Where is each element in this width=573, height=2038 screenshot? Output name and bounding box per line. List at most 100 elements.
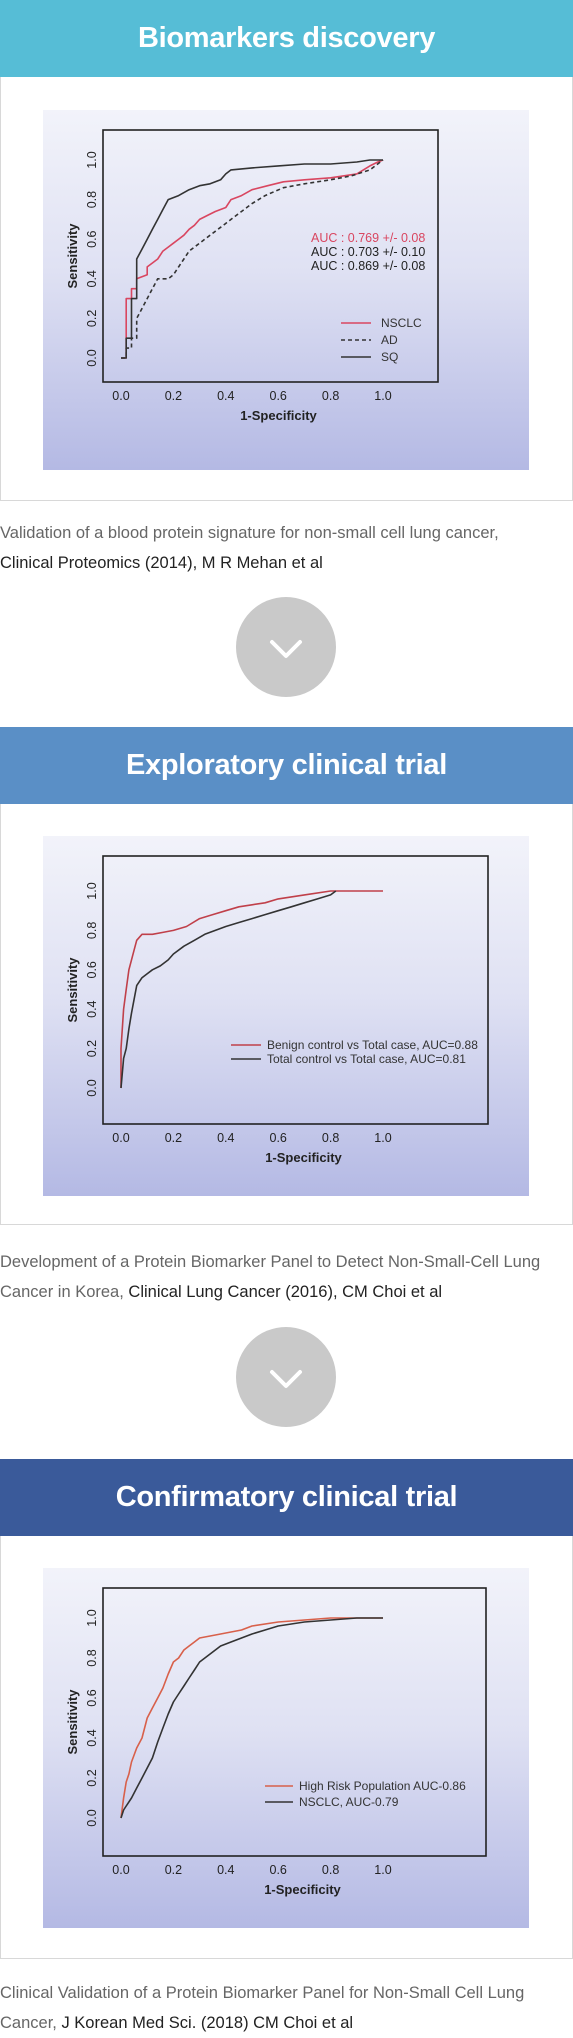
y-tick-group: 0.2 (85, 1040, 99, 1057)
y-tick-label: 0.2 (85, 1040, 99, 1057)
y-tick-label: 0.4 (85, 1729, 99, 1746)
roc-chart-svg: 0.0 0.2 0.4 0.6 0.8 1.0 0.0 0.2 0.4 0.6 0.8 1.0 1-Sp… (65, 129, 439, 423)
y-tick-label: 0.0 (85, 1079, 99, 1096)
y-tick-label: 0.4 (85, 270, 99, 287)
x-tick-label: 1.0 (374, 1131, 391, 1145)
legend-label: High Risk Population AUC-0.86 (299, 1779, 466, 1793)
citation: Development of a Protein Biomarker Panel… (0, 1247, 560, 1307)
next-step-arrow[interactable] (236, 597, 336, 697)
y-tick-label: 0.6 (85, 230, 99, 247)
roc-chart-1: 0.0 0.2 0.4 0.6 0.8 1.0 0.0 0.2 0.4 0.6 0.8 1.0 1-Sp… (43, 110, 529, 470)
y-tick-group: 1.0 (85, 151, 99, 168)
y-tick-label: 0.8 (85, 191, 99, 208)
y-tick-group: 1.0 (85, 882, 99, 899)
y-tick-label: 0.6 (85, 1689, 99, 1706)
series-line (121, 159, 384, 359)
x-axis-label: 1-Specificity (264, 1882, 341, 1897)
y-tick-label: 1.0 (85, 151, 99, 168)
x-tick-label: 0.0 (112, 1131, 129, 1145)
section-banner-exploratory-clinical-trial: Exploratory clinical trial (0, 727, 573, 804)
plot-frame (102, 855, 489, 1125)
series-line (120, 1617, 383, 1819)
section-title: Exploratory clinical trial (126, 749, 447, 781)
y-axis-label-group: Sensitivity (65, 1689, 80, 1755)
chevron-down-icon (270, 1370, 302, 1388)
section-banner-confirmatory-clinical-trial: Confirmatory clinical trial (0, 1459, 573, 1536)
auc-annotation: AUC : 0.769 +/- 0.08 (311, 231, 425, 245)
series-line (120, 1617, 383, 1819)
y-tick-label: 1.0 (85, 882, 99, 899)
x-tick-label: 0.8 (322, 1131, 339, 1145)
legend-label: Benign control vs Total case, AUC=0.88 (267, 1038, 478, 1052)
citation-source: Clinical Lung Cancer (2016), CM Choi et … (128, 1283, 443, 1301)
chevron-down-icon (270, 640, 302, 658)
citation: Clinical Validation of a Protein Biomark… (0, 1978, 560, 2038)
series-line (121, 159, 383, 359)
x-tick-label: 0.2 (165, 389, 182, 403)
x-tick-label: 0.6 (270, 389, 287, 403)
legend-label: Total control vs Total case, AUC=0.81 (267, 1052, 466, 1066)
x-tick-label: 0.0 (112, 389, 129, 403)
section-title: Biomarkers discovery (137, 22, 436, 54)
citation-title: Development of a Protein Biomarker Panel… (0, 1253, 541, 1301)
y-axis-label: Sensitivity (65, 1689, 80, 1755)
y-tick-label: 0.8 (85, 1649, 99, 1666)
roc-chart-2: 0.0 0.2 0.4 0.6 0.8 1.0 0.0 0.2 0.4 0.6 0.8 1.0 1-Sp… (43, 836, 529, 1196)
roc-chart-svg: 0.0 0.2 0.4 0.6 0.8 1.0 0.0 0.2 0.4 0.6 0.8 1.0 1-Sp… (65, 855, 489, 1165)
y-tick-group: 0.2 (85, 1769, 99, 1786)
y-tick-group: 0.4 (85, 1729, 99, 1746)
y-tick-group: 0.2 (85, 310, 99, 327)
y-tick-label: 0.8 (85, 922, 99, 939)
section-banner-biomarkers-discovery: Biomarkers discovery (0, 0, 573, 77)
x-axis-label: 1-Specificity (240, 408, 317, 423)
x-tick-label: 0.2 (165, 1131, 182, 1145)
roc-chart-3: 0.0 0.2 0.4 0.6 0.8 1.0 0.0 0.2 0.4 0.6 0.8 1.0 1-Sp… (43, 1568, 529, 1928)
x-tick-label: 0.4 (217, 1131, 234, 1145)
y-axis-label-group: Sensitivity (65, 223, 80, 289)
auc-annotation: AUC : 0.869 +/- 0.08 (311, 259, 425, 273)
citation-source: Clinical Proteomics (2014), M R Mehan et… (0, 554, 323, 572)
y-tick-group: 0.8 (85, 1649, 99, 1666)
y-tick-group: 0.6 (85, 1689, 99, 1706)
y-tick-label: 1.0 (85, 1609, 99, 1626)
y-axis-label-group: Sensitivity (65, 957, 80, 1023)
y-tick-group: 0.0 (85, 1809, 99, 1826)
y-axis-label: Sensitivity (65, 957, 80, 1023)
y-tick-group: 0.4 (85, 1000, 99, 1017)
plot-frame (102, 129, 439, 383)
y-tick-label: 0.4 (85, 1000, 99, 1017)
x-tick-label: 0.4 (217, 1863, 234, 1877)
y-tick-label: 0.2 (85, 310, 99, 327)
x-tick-label: 1.0 (374, 389, 391, 403)
series-line (120, 890, 337, 1089)
y-tick-group: 0.8 (85, 191, 99, 208)
y-tick-label: 0.0 (85, 1809, 99, 1826)
x-tick-label: 0.6 (270, 1131, 287, 1145)
next-step-arrow[interactable] (236, 1327, 336, 1427)
y-tick-group: 0.0 (85, 1079, 99, 1096)
x-tick-label: 0.2 (165, 1863, 182, 1877)
y-tick-label: 0.2 (85, 1769, 99, 1786)
section-title: Confirmatory clinical trial (115, 1481, 458, 1513)
series-line (120, 890, 383, 1088)
plot-frame (102, 1587, 487, 1857)
x-tick-label: 0.4 (217, 389, 234, 403)
x-tick-label: 0.0 (112, 1863, 129, 1877)
y-axis-label: Sensitivity (65, 223, 80, 289)
citation-source: J Korean Med Sci. (2018) CM Choi et al (61, 2014, 354, 2032)
x-axis-label: 1-Specificity (265, 1150, 342, 1165)
roc-chart-svg: 0.0 0.2 0.4 0.6 0.8 1.0 0.0 0.2 0.4 0.6 0.8 1.0 1-Sp… (65, 1587, 487, 1897)
y-tick-group: 0.6 (85, 230, 99, 247)
y-tick-group: 0.4 (85, 270, 99, 287)
y-tick-label: 0.0 (85, 349, 99, 366)
y-tick-group: 0.0 (85, 349, 99, 366)
legend-label: NSCLC (381, 316, 422, 330)
x-tick-label: 0.8 (322, 1863, 339, 1877)
citation-title: Clinical Validation of a Protein Biomark… (0, 1984, 525, 2032)
citation: Validation of a blood protein signature … (0, 518, 560, 578)
y-tick-group: 0.8 (85, 922, 99, 939)
x-tick-label: 0.6 (270, 1863, 287, 1877)
auc-annotation: AUC : 0.703 +/- 0.10 (311, 245, 425, 259)
citation-title: Validation of a blood protein signature … (0, 524, 499, 542)
x-tick-label: 0.8 (322, 389, 339, 403)
